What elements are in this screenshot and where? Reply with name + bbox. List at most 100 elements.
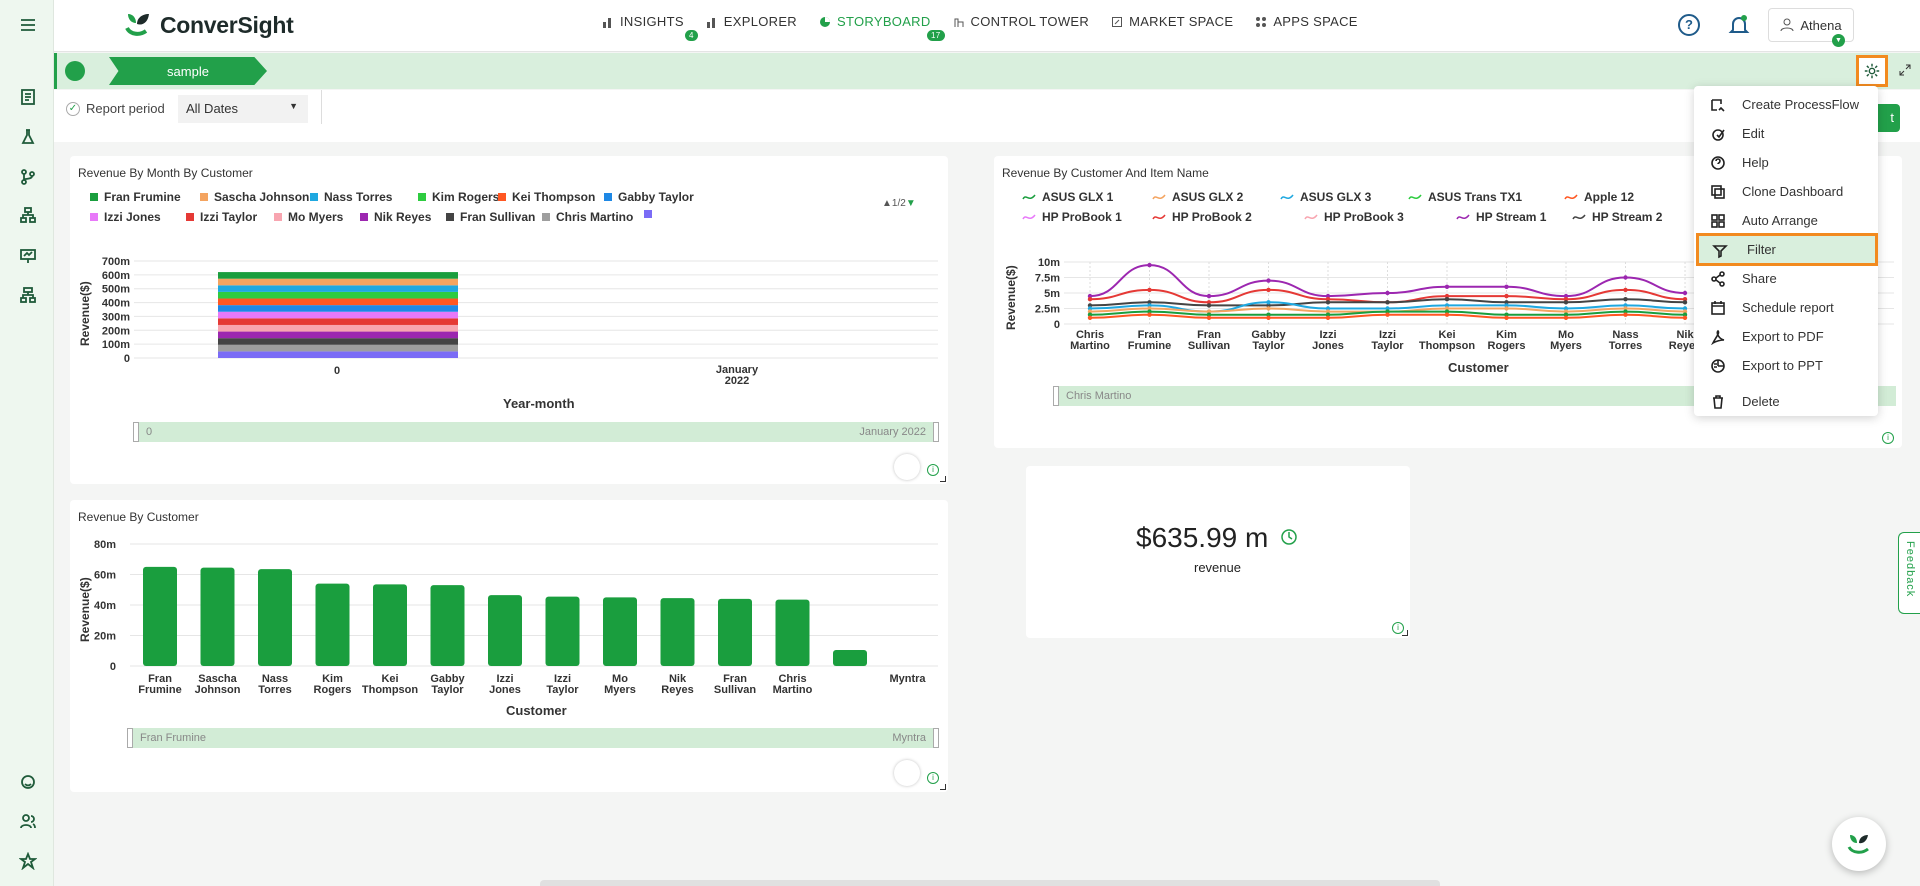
legend-item[interactable]: HP ProBook 2	[1152, 210, 1252, 224]
scroller-handle-left[interactable]	[1053, 386, 1059, 406]
bar	[258, 569, 292, 666]
flask-icon[interactable]	[17, 126, 39, 148]
user-menu-button[interactable]: Athena ▼	[1768, 8, 1854, 47]
x-tick-label: Kim	[322, 673, 343, 685]
y-tick-label: 0	[110, 661, 116, 673]
storyboard-home-icon[interactable]	[65, 61, 85, 81]
data-point	[1266, 315, 1271, 320]
legend-pager[interactable]: ▲1/2▼	[882, 198, 916, 209]
data-point	[1444, 284, 1450, 289]
menu-item-clone-dashboard[interactable]: Clone Dashboard	[1694, 177, 1878, 206]
bottom-scrollbar[interactable]	[540, 880, 1440, 886]
y-tick-label: 7.5m	[1035, 273, 1060, 285]
feedback-tab[interactable]: Feedback	[1898, 532, 1920, 614]
info-icon[interactable]: i	[1392, 622, 1404, 634]
nav-market-space[interactable]: MARKET SPACE	[1111, 14, 1233, 29]
report-period-checkbox[interactable]: ✓	[66, 102, 80, 116]
legend-item[interactable]: HP ProBook 3	[1304, 210, 1404, 224]
refresh-icon[interactable]	[1280, 528, 1298, 546]
presentation-icon[interactable]	[17, 245, 39, 267]
scroller-handle-left[interactable]	[133, 422, 139, 442]
data-point	[1444, 309, 1450, 314]
info-icon[interactable]: i	[1882, 432, 1894, 444]
nav-storyboard[interactable]: STORYBOARD 17	[819, 14, 945, 41]
org-chart-icon[interactable]	[17, 284, 39, 306]
notification-bell-icon[interactable]	[1728, 14, 1750, 36]
settings-gear-icon[interactable]	[1856, 55, 1888, 87]
menu-item-delete[interactable]: Delete	[1694, 387, 1878, 416]
scroller-end: Myntra	[892, 732, 926, 744]
legend-item[interactable]: Fran Frumine	[90, 190, 181, 204]
legend-item[interactable]: HP ProBook 1	[1022, 210, 1122, 224]
menu-item-filter[interactable]: Filter	[1696, 233, 1878, 266]
nav-label: STORYBOARD	[837, 14, 931, 29]
bot-icon[interactable]	[894, 760, 920, 786]
legend-item[interactable]: Izzi Jones	[90, 210, 161, 224]
hierarchy-icon[interactable]	[17, 204, 39, 226]
menu-item-auto-arrange[interactable]: Auto Arrange	[1694, 206, 1878, 235]
assistant-icon[interactable]	[17, 770, 39, 792]
legend-item[interactable]: Kei Thompson	[498, 190, 595, 204]
x-tick-label: Taylor	[1252, 340, 1285, 352]
legend-item[interactable]: Sascha Johnson	[200, 190, 309, 204]
legend-swatch	[200, 193, 208, 201]
range-scroller[interactable]: 0 January 2022	[133, 422, 939, 442]
users-icon[interactable]	[17, 810, 39, 832]
info-icon[interactable]: i	[927, 464, 939, 476]
nav-insights[interactable]: INSIGHTS 4	[602, 14, 698, 41]
legend-item[interactable]: Nik Reyes	[360, 210, 431, 224]
menu-item-help[interactable]: Help	[1694, 148, 1878, 177]
resize-handle[interactable]	[940, 784, 946, 790]
legend-swatch	[1564, 190, 1578, 204]
data-point	[1444, 306, 1450, 311]
legend-item[interactable]: Chris Martino	[542, 210, 633, 224]
expand-icon[interactable]	[1898, 63, 1912, 77]
info-icon[interactable]: i	[927, 772, 939, 784]
legend-item[interactable]: Apple 12	[1564, 190, 1634, 204]
range-scroller[interactable]: Chris Martino	[1053, 386, 1896, 406]
legend-item[interactable]: ASUS Trans TX1	[1408, 190, 1522, 204]
legend-item[interactable]: Fran Sullivan	[446, 210, 535, 224]
brand-logo[interactable]: ConverSight	[122, 10, 294, 40]
menu-item-schedule-report[interactable]: Schedule report	[1694, 293, 1878, 322]
bot-icon[interactable]	[894, 454, 920, 480]
legend-item[interactable]: Izzi Taylor	[186, 210, 257, 224]
legend-item[interactable]: HP Stream 1	[1456, 210, 1546, 224]
report-icon[interactable]	[17, 86, 39, 108]
menu-item-export-to-ppt[interactable]: Export to PPT	[1694, 351, 1878, 380]
legend-label: HP ProBook 3	[1324, 210, 1404, 224]
menu-item-create-processflow[interactable]: Create ProcessFlow	[1694, 90, 1878, 119]
help-button[interactable]: ?	[1678, 14, 1700, 36]
legend-item[interactable]: Mo Myers	[274, 210, 343, 224]
nav-apps-space[interactable]: APPS SPACE	[1255, 14, 1357, 29]
storyboard-tab[interactable]: sample	[109, 57, 267, 85]
legend-item[interactable]: ASUS GLX 3	[1280, 190, 1371, 204]
legend-item[interactable]: Gabby Taylor	[604, 190, 694, 204]
menu-item-edit[interactable]: Edit	[1694, 119, 1878, 148]
filter-row: ✓ Report period All Dates ▼ t	[54, 90, 1920, 142]
report-period-select[interactable]: All Dates ▼	[178, 95, 308, 123]
legend-item[interactable]: Nass Torres	[310, 190, 392, 204]
bar-segment	[218, 285, 458, 292]
branch-icon[interactable]	[17, 166, 39, 188]
resize-handle[interactable]	[1402, 630, 1408, 636]
hamburger-icon[interactable]	[17, 14, 39, 36]
menu-item-export-to-pdf[interactable]: Export to PDF	[1694, 322, 1878, 351]
assistant-fab-icon[interactable]	[1832, 817, 1886, 871]
nav-explorer[interactable]: EXPLORER	[706, 14, 797, 29]
range-scroller[interactable]: Fran Frumine Myntra	[127, 728, 939, 748]
scroller-handle-left[interactable]	[127, 728, 133, 748]
legend-item[interactable]: Kim Rogers	[418, 190, 499, 204]
scroller-handle-right[interactable]	[933, 422, 939, 442]
star-icon[interactable]	[17, 850, 39, 872]
legend-item[interactable]: ASUS GLX 2	[1152, 190, 1243, 204]
nav-control-tower[interactable]: CONTROL TOWER	[953, 14, 1090, 29]
scroller-handle-right[interactable]	[933, 728, 939, 748]
resize-handle[interactable]	[940, 476, 946, 482]
menu-item-share[interactable]: Share	[1694, 264, 1878, 293]
card-title: Revenue By Customer And Item Name	[1002, 166, 1209, 180]
legend-item[interactable]	[644, 210, 658, 218]
legend-item[interactable]: ASUS GLX 1	[1022, 190, 1113, 204]
data-point	[1504, 300, 1509, 305]
legend-item[interactable]: HP Stream 2	[1572, 210, 1662, 224]
